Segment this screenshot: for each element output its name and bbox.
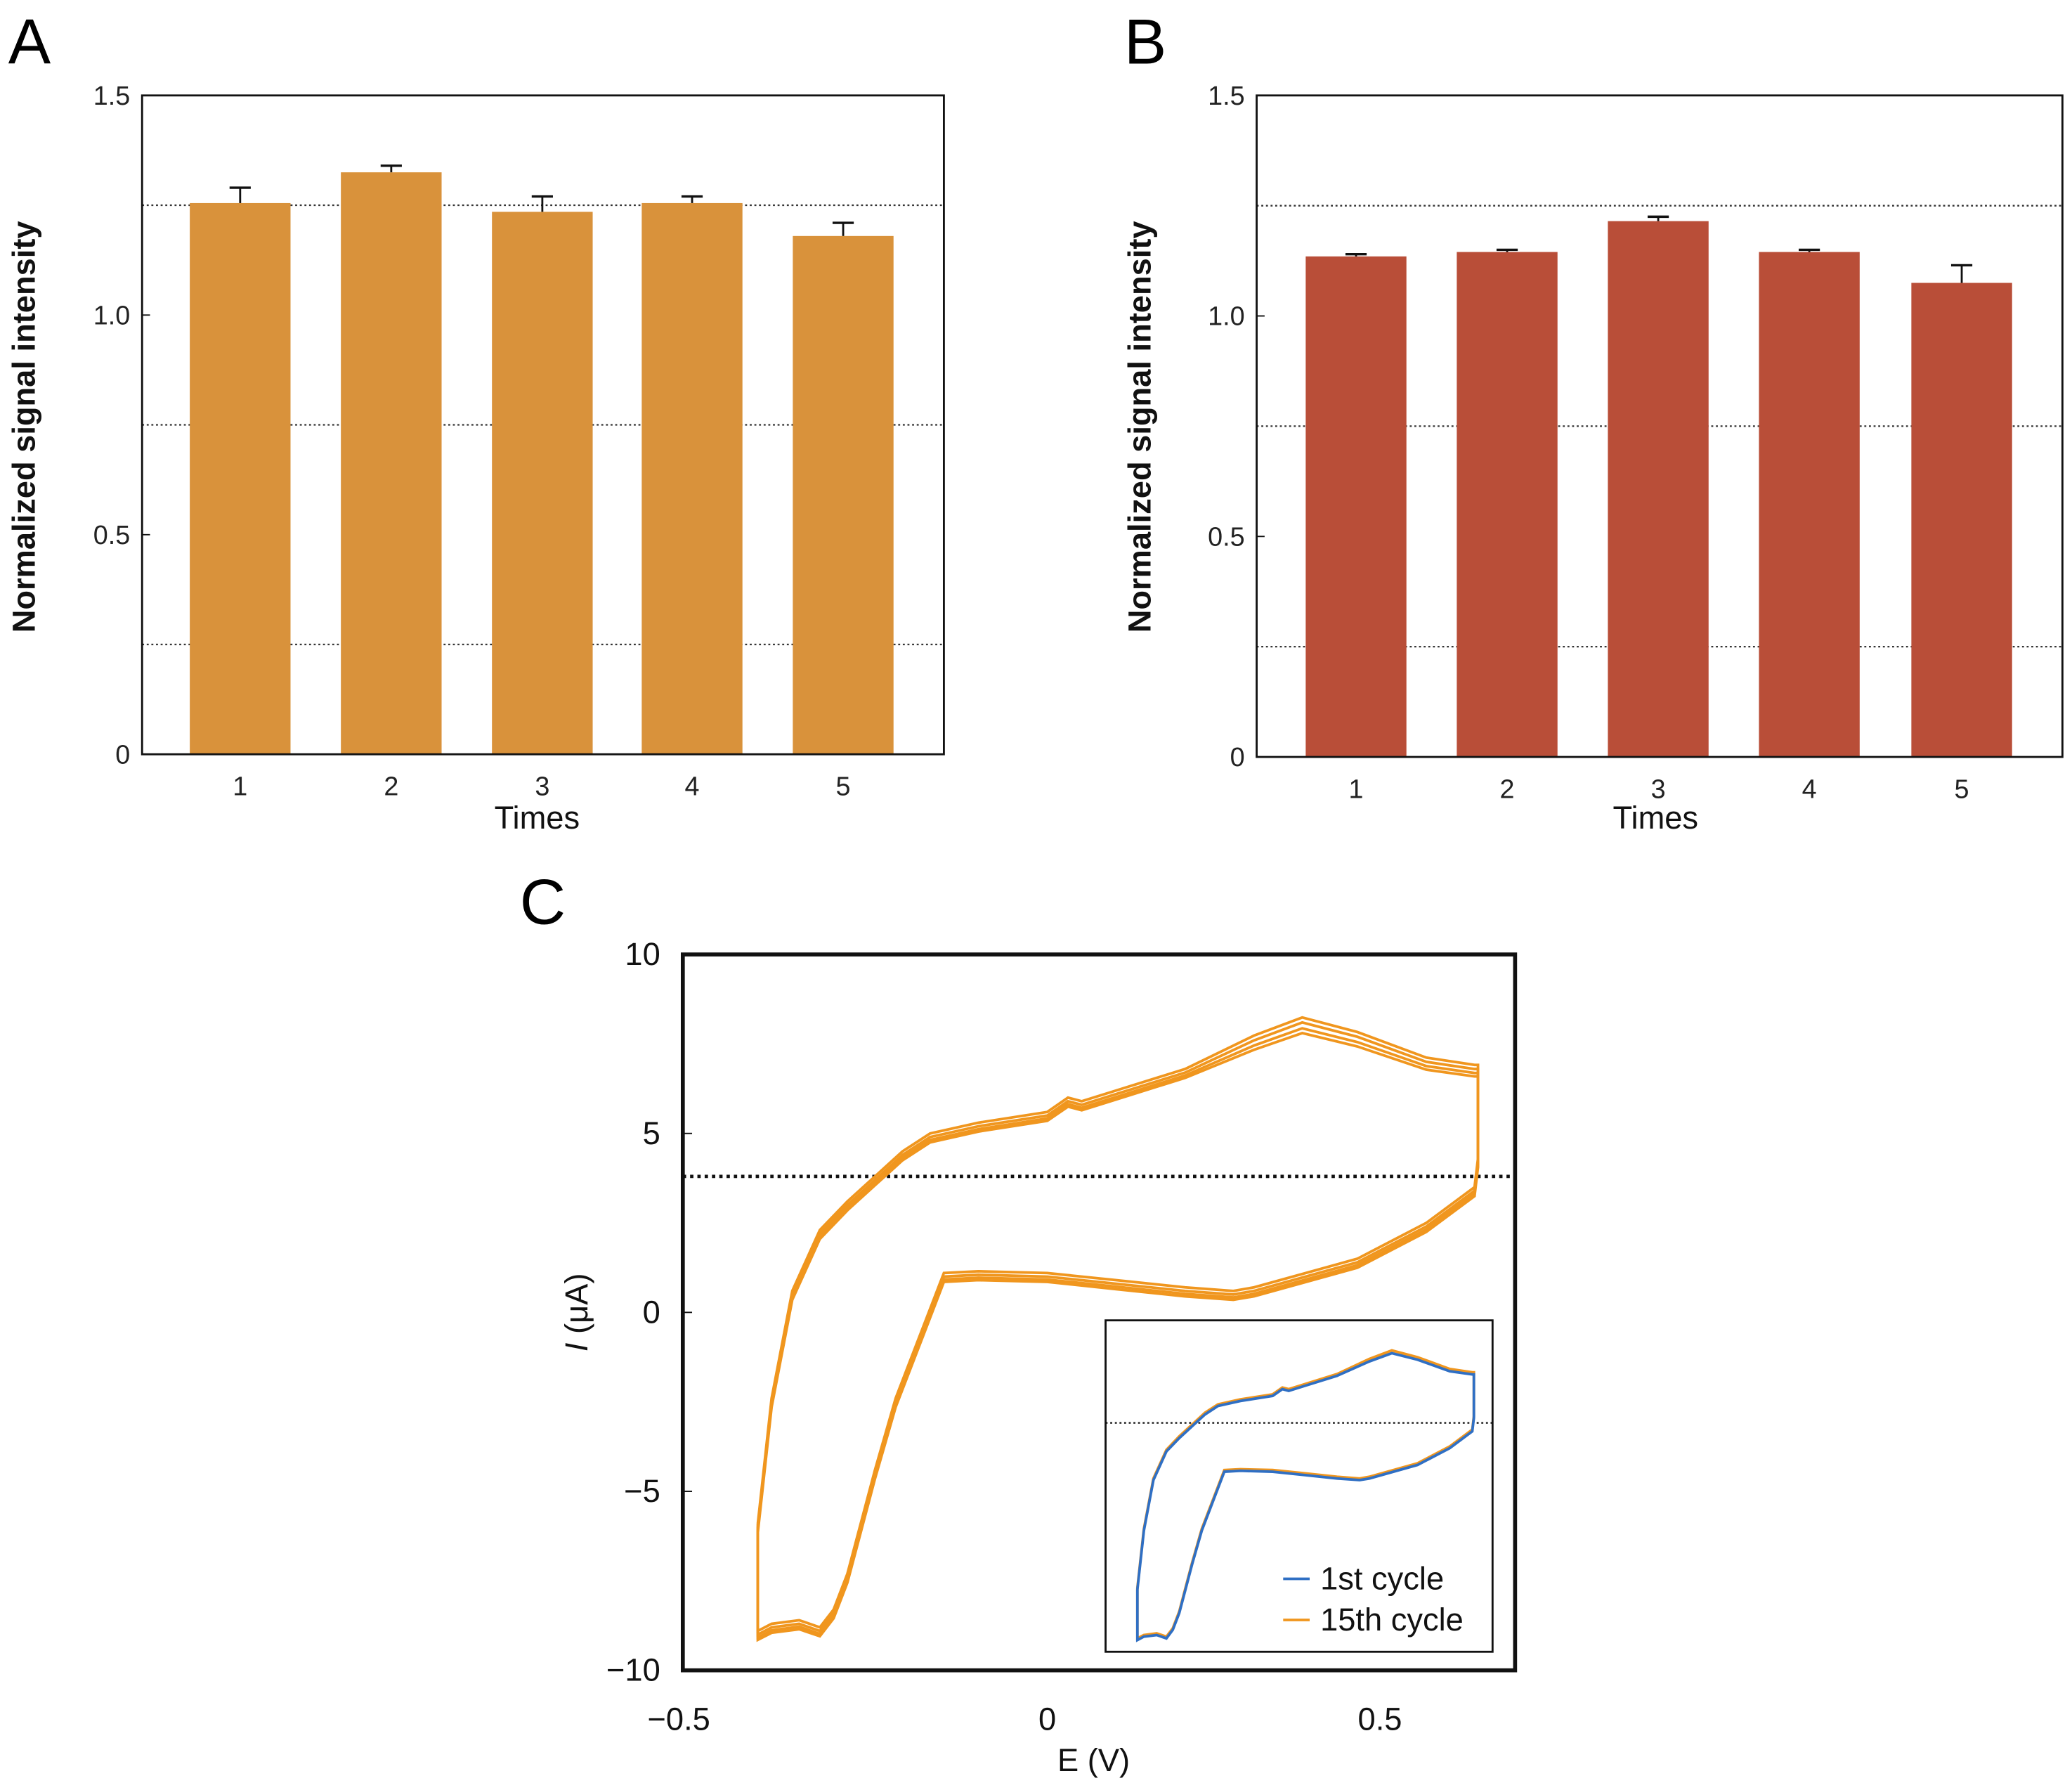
x-tick-label: 1 — [233, 772, 247, 801]
x-tick-label: 3 — [1651, 774, 1666, 804]
bar — [1457, 252, 1558, 758]
x-tick-label: −0.5 — [647, 1701, 710, 1737]
bar — [1608, 221, 1709, 758]
y-tick-label: 0.5 — [1208, 522, 1244, 552]
bar — [1911, 283, 2012, 758]
y-tick-label: 1.0 — [93, 301, 130, 330]
plot-frame — [1256, 94, 2064, 758]
y-axis-label-symbol: I — [559, 1342, 594, 1351]
bar — [492, 212, 593, 755]
panel-label-c: C — [520, 867, 566, 938]
y-tick-label: 5 — [643, 1115, 660, 1151]
bar — [1759, 252, 1860, 758]
y-tick-label: 1.0 — [1208, 302, 1244, 331]
x-axis-label-b: Times — [1613, 800, 1699, 836]
x-tick-label: 2 — [1500, 774, 1515, 804]
bar — [1305, 256, 1407, 758]
x-tick-label: 4 — [1802, 774, 1817, 804]
inset-curve-first-cycle — [1135, 1351, 1475, 1642]
bar — [641, 202, 743, 755]
x-tick-label: 3 — [535, 772, 549, 801]
inset-frame — [1105, 1319, 1494, 1653]
panel-label-a: A — [8, 7, 51, 78]
x-tick-label: 4 — [685, 772, 700, 801]
x-axis-label-c: E (V) — [1057, 1742, 1130, 1778]
y-tick-label: 0 — [115, 739, 130, 769]
x-tick-label: 1 — [1349, 774, 1364, 804]
y-tick-label: 0 — [643, 1294, 660, 1330]
inset-chart: 1st cycle 15th cycle — [1105, 1319, 1494, 1653]
x-axis-label-a: Times — [495, 800, 580, 836]
y-axis-label-unit: (μA) — [559, 1273, 594, 1343]
x-tick-label: 5 — [836, 772, 851, 801]
panel-label-b: B — [1124, 7, 1166, 78]
y-tick-label: 1.5 — [1208, 81, 1244, 110]
y-tick-label: 10 — [625, 936, 660, 972]
plot-frame — [141, 94, 945, 756]
y-tick-label: 0 — [1230, 742, 1245, 772]
x-tick-label: 0 — [1038, 1701, 1056, 1737]
x-tick-label: 5 — [1955, 774, 1969, 804]
y-axis-label-c: I (μA) — [559, 1273, 594, 1352]
y-tick-label: −10 — [606, 1652, 660, 1688]
legend-label: 1st cycle — [1320, 1561, 1444, 1597]
legend-label: 15th cycle — [1320, 1602, 1464, 1638]
cv-curve-cycle — [756, 1016, 1480, 1633]
bar-chart-b: Times Normalized signal intensity 1 2 3 4 5 0… — [1122, 81, 2064, 836]
bar — [793, 235, 894, 755]
x-tick-label: 0.5 — [1358, 1701, 1402, 1737]
y-tick-label: −5 — [624, 1473, 660, 1509]
y-tick-label: 1.5 — [93, 81, 130, 110]
x-tick-label: 2 — [384, 772, 398, 801]
bar — [341, 172, 442, 755]
y-tick-label: 0.5 — [93, 520, 130, 550]
bar — [190, 202, 291, 755]
y-axis-label-a: Normalized signal intensity — [6, 221, 41, 633]
bar-chart-a: Times Normalized signal intensity 1 2 3 4 5 0… — [6, 81, 945, 836]
y-axis-label-b: Normalized signal intensity — [1122, 221, 1158, 633]
